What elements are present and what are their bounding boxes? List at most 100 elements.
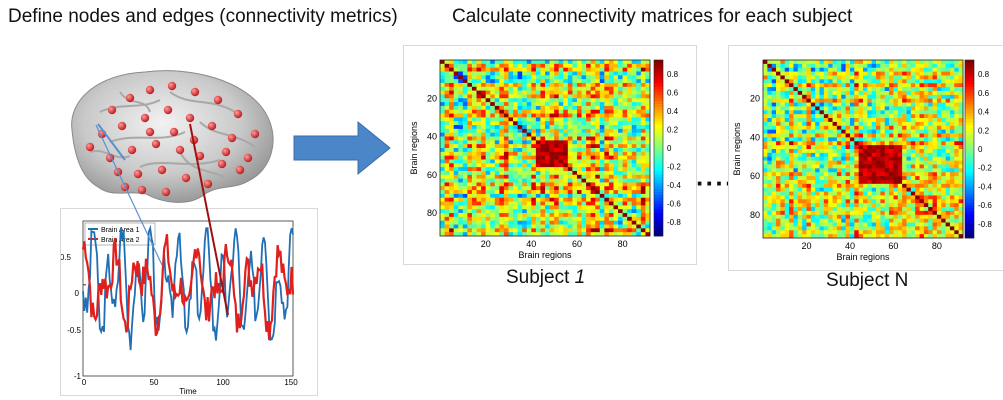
matrix-cell — [906, 129, 912, 134]
matrix-cell — [815, 63, 820, 69]
matrix-cell — [902, 214, 907, 219]
matrix-cell — [858, 137, 864, 142]
matrix-cell — [858, 110, 864, 115]
matrix-cell — [897, 156, 903, 161]
matrix-cell — [471, 193, 477, 199]
matrix-cell — [902, 63, 907, 69]
colorbar-segment — [654, 148, 663, 152]
matrix-cell — [863, 145, 868, 150]
matrix-cell — [828, 149, 833, 154]
matrix-cell — [893, 145, 899, 150]
matrix-cell — [906, 164, 912, 169]
matrix-cell — [440, 94, 445, 99]
matrix-cell — [622, 136, 628, 141]
matrix-cell — [590, 201, 596, 206]
matrix-cell — [581, 232, 587, 237]
matrix-cell — [863, 87, 868, 92]
matrix-cell — [915, 210, 920, 216]
matrix-cell — [854, 160, 859, 165]
matrix-cell — [485, 209, 491, 214]
matrix-cell — [845, 207, 851, 212]
matrix-cell — [828, 71, 833, 76]
matrix-cell — [945, 207, 951, 212]
matrix-cell — [884, 114, 890, 119]
matrix-cell — [458, 125, 464, 130]
colorbar-segment — [965, 187, 974, 191]
matrix-cell — [902, 218, 907, 223]
matrix-cell — [540, 174, 546, 179]
matrix-cell — [453, 216, 459, 221]
matrix-cell — [915, 133, 920, 138]
matrix-cell — [444, 197, 450, 202]
matrix-cell — [876, 152, 881, 158]
matrix-cell — [558, 136, 564, 141]
matrix-cell — [440, 213, 445, 218]
matrix-cell — [590, 167, 596, 172]
matrix-cell — [884, 87, 890, 92]
matrix-cell — [453, 220, 459, 225]
matrix-cell — [467, 167, 473, 172]
matrix-cell — [481, 140, 486, 145]
matrix-cell — [481, 155, 486, 160]
matrix-cell — [627, 60, 633, 65]
matrix-cell — [467, 220, 473, 225]
matrix-cell — [627, 117, 633, 122]
matrix-cell — [897, 133, 903, 138]
matrix-cell — [941, 137, 946, 142]
matrix-cell — [526, 117, 532, 122]
matrix-cell — [784, 234, 790, 239]
matrix-cell — [776, 183, 781, 188]
matrix-cell — [503, 197, 509, 202]
matrix-cell — [789, 141, 794, 146]
matrix-cell — [902, 121, 907, 127]
matrix-cell — [567, 220, 573, 225]
matrix-cell — [458, 228, 464, 233]
matrix-cell — [604, 220, 610, 225]
matrix-cell — [645, 190, 651, 195]
matrix-cell — [802, 118, 807, 123]
matrix-cell — [513, 170, 518, 176]
matrix-cell — [810, 79, 816, 84]
matrix-cell — [832, 106, 838, 111]
matrix-cell — [535, 228, 541, 233]
matrix-cell — [535, 170, 541, 176]
matrix-cell — [932, 83, 938, 88]
matrix-cell — [958, 141, 964, 146]
matrix-cell — [949, 222, 955, 227]
matrix-cell — [494, 232, 500, 237]
colorbar-segment — [965, 60, 974, 64]
matrix-xtick-label: 20 — [481, 239, 491, 249]
matrix-cell — [906, 179, 912, 185]
matrix-cell — [526, 98, 532, 103]
matrix-cell — [622, 60, 628, 65]
matrix-cell — [599, 228, 605, 233]
matrix-cell — [832, 79, 838, 84]
matrix-cell — [581, 86, 587, 91]
matrix-cell — [563, 205, 569, 210]
matrix-cell — [449, 232, 454, 237]
matrix-cell — [604, 163, 610, 168]
matrix-cell — [517, 105, 523, 111]
matrix-cell — [535, 140, 541, 145]
matrix-cell — [590, 174, 596, 179]
matrix-cell — [897, 230, 903, 235]
matrix-cell — [526, 220, 532, 225]
matrix-cell — [549, 205, 555, 210]
matrix-cell — [458, 186, 464, 191]
matrix-cell — [440, 125, 445, 130]
matrix-cell — [793, 226, 799, 231]
matrix-cell — [440, 109, 445, 114]
matrix-cell — [622, 182, 628, 187]
matrix-cell — [776, 106, 781, 111]
matrix-cell — [485, 174, 491, 179]
matrix-heatmap-subject-n — [763, 60, 964, 239]
matrix-cell — [806, 160, 812, 165]
matrix-cell — [531, 201, 537, 206]
colorbar-segment — [965, 101, 974, 105]
matrix-cell — [563, 186, 569, 191]
matrix-cell — [640, 98, 646, 103]
matrix-cell — [522, 193, 528, 199]
matrix-cell — [636, 117, 642, 122]
matrix-cell — [490, 224, 496, 229]
matrix-cell — [581, 213, 587, 218]
